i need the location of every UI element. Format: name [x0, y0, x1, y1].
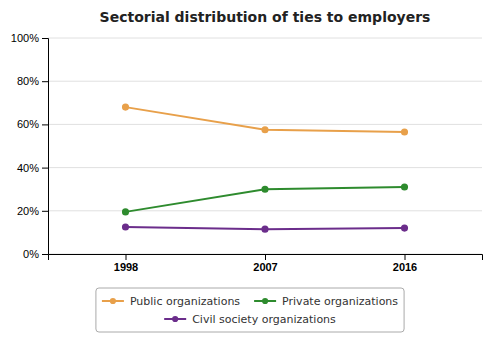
series-marker — [401, 183, 408, 190]
y-tick-mark — [42, 124, 48, 125]
legend-item: Public organizations — [102, 295, 240, 308]
y-tick: 60% — [17, 118, 48, 130]
y-tick: 80% — [17, 75, 48, 87]
y-tick-label: 20% — [17, 205, 39, 217]
y-tick: 40% — [17, 162, 48, 174]
x-tick-label: 1998 — [114, 261, 138, 273]
series-marker — [261, 226, 268, 233]
y-tick-mark — [42, 168, 48, 169]
series-marker — [261, 126, 268, 133]
grid-line — [48, 124, 482, 125]
y-tick: 20% — [17, 205, 48, 217]
y-tick: 100% — [11, 32, 48, 44]
x-axis: 1998 2007 2016 — [49, 254, 483, 273]
legend-label: Public organizations — [130, 295, 240, 308]
grid-line — [48, 210, 482, 211]
y-tick-label: 80% — [17, 75, 39, 87]
y-tick: 0% — [23, 248, 48, 260]
y-tick-mark — [42, 38, 48, 39]
y-tick-label: 100% — [11, 32, 39, 44]
x-tick-label: 2016 — [393, 261, 417, 273]
x-tick-mark — [126, 254, 127, 260]
legend-marker — [262, 298, 268, 304]
series-marker — [261, 186, 268, 193]
legend-marker — [110, 298, 116, 304]
legend-marker — [172, 316, 178, 322]
grid — [48, 38, 482, 254]
marks — [122, 104, 408, 233]
x-tick: 2007 — [253, 254, 277, 273]
series-group — [122, 104, 408, 233]
legend-frame — [96, 288, 404, 332]
legend-label: Civil society organizations — [192, 313, 336, 326]
x-tick: 1998 — [114, 254, 138, 273]
y-tick-label: 0% — [23, 248, 39, 260]
y-tick-mark — [42, 211, 48, 212]
legend-item: Private organizations — [254, 295, 398, 308]
x-axis-line — [49, 255, 483, 261]
y-axis-line — [42, 39, 49, 255]
y-axis: 0% 20% 40% 60% 80% 100% — [11, 32, 49, 260]
y-tick-mark — [42, 254, 48, 255]
legend: Public organizations Private organization… — [96, 288, 404, 332]
plot: 1998 2007 2016 0% 20% 40% 60% 80% 100% — [11, 32, 483, 273]
x-tick-label: 2007 — [253, 261, 277, 273]
grid-line — [48, 81, 482, 82]
y-tick-label: 40% — [17, 162, 39, 174]
x-tick: 2016 — [393, 254, 417, 273]
series-marker — [122, 223, 129, 230]
title: Sectorial distribution of ties to employ… — [100, 9, 431, 25]
grid-line — [48, 38, 482, 39]
x-tick-mark — [405, 254, 406, 260]
y-tick-mark — [42, 81, 48, 82]
series-marker — [401, 225, 408, 232]
series-marker — [122, 104, 129, 111]
grid-line — [48, 167, 482, 168]
legend-item: Civil society organizations — [164, 313, 336, 326]
y-tick-label: 60% — [17, 118, 39, 130]
chart: 1998 2007 2016 0% 20% 40% 60% 80% 100% Sectorial … — [0, 0, 500, 338]
series-marker — [122, 208, 129, 215]
legend-label: Private organizations — [282, 295, 398, 308]
series-marker — [401, 128, 408, 135]
x-tick-mark — [265, 254, 266, 260]
